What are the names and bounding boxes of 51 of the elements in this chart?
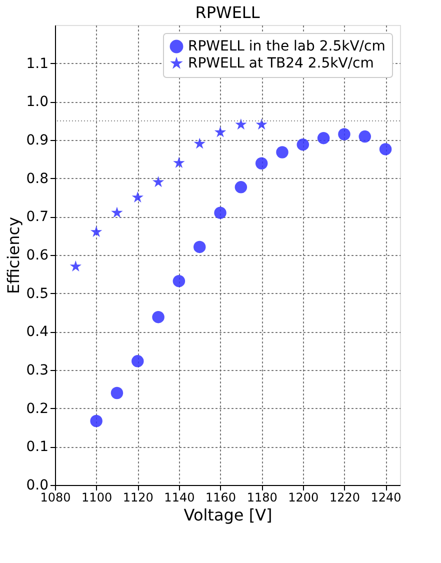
point bbox=[255, 157, 268, 170]
x-tick-label: 1220 bbox=[329, 490, 360, 504]
y-tick-label: 1.1 bbox=[26, 56, 48, 72]
point bbox=[379, 143, 392, 156]
x-axis-title: Voltage [V] bbox=[184, 506, 272, 524]
point bbox=[338, 128, 350, 140]
point bbox=[173, 156, 185, 168]
y-axis-title: Efficiency bbox=[4, 216, 24, 294]
x-tick-label: 1160 bbox=[205, 490, 236, 504]
point bbox=[317, 132, 330, 144]
x-tick-label: 1200 bbox=[288, 490, 319, 504]
point bbox=[70, 260, 82, 272]
point bbox=[152, 310, 164, 324]
point bbox=[256, 118, 268, 130]
legend-label: RPWELL in the lab 2.5kV/cm bbox=[188, 38, 386, 54]
point bbox=[132, 355, 144, 368]
chart-title: RPWELL bbox=[195, 3, 260, 22]
point bbox=[111, 206, 123, 218]
point bbox=[358, 130, 372, 143]
legend-label: RPWELL at TB24 2.5kV/cm bbox=[188, 56, 374, 72]
y-tick-label: 0.6 bbox=[26, 248, 49, 264]
y-tick-label: 0.2 bbox=[26, 400, 48, 417]
x-tick-label: 1140 bbox=[164, 490, 195, 504]
y-tick-label: 0.5 bbox=[26, 286, 48, 302]
point bbox=[132, 191, 144, 202]
y-tick-label: 0.4 bbox=[26, 324, 49, 340]
point bbox=[194, 138, 206, 149]
point bbox=[110, 386, 124, 400]
y-tick-label: 0.9 bbox=[26, 132, 48, 148]
point bbox=[90, 414, 102, 428]
x-tick-label: 1240 bbox=[370, 490, 402, 504]
x-tick-label: 1080 bbox=[40, 490, 71, 504]
y-tick-label: 0.3 bbox=[26, 362, 48, 378]
y-tick-label: 0.1 bbox=[26, 439, 48, 456]
y-tick-label: 0.7 bbox=[26, 209, 48, 226]
point bbox=[152, 176, 164, 188]
y-tick-label: 1.0 bbox=[26, 94, 48, 110]
y-tick-label: 0.8 bbox=[26, 170, 48, 187]
point bbox=[214, 206, 226, 219]
y-tick-label: 0.0 bbox=[26, 478, 48, 494]
point bbox=[276, 146, 288, 158]
point bbox=[234, 181, 248, 194]
point bbox=[90, 226, 102, 237]
point bbox=[296, 138, 310, 151]
point bbox=[193, 240, 206, 254]
point bbox=[214, 126, 226, 138]
point bbox=[172, 274, 186, 288]
x-tick-label: 1120 bbox=[122, 490, 154, 504]
x-tick-label: 1100 bbox=[82, 490, 112, 504]
x-tick-label: 1180 bbox=[246, 490, 278, 504]
point bbox=[235, 118, 247, 130]
